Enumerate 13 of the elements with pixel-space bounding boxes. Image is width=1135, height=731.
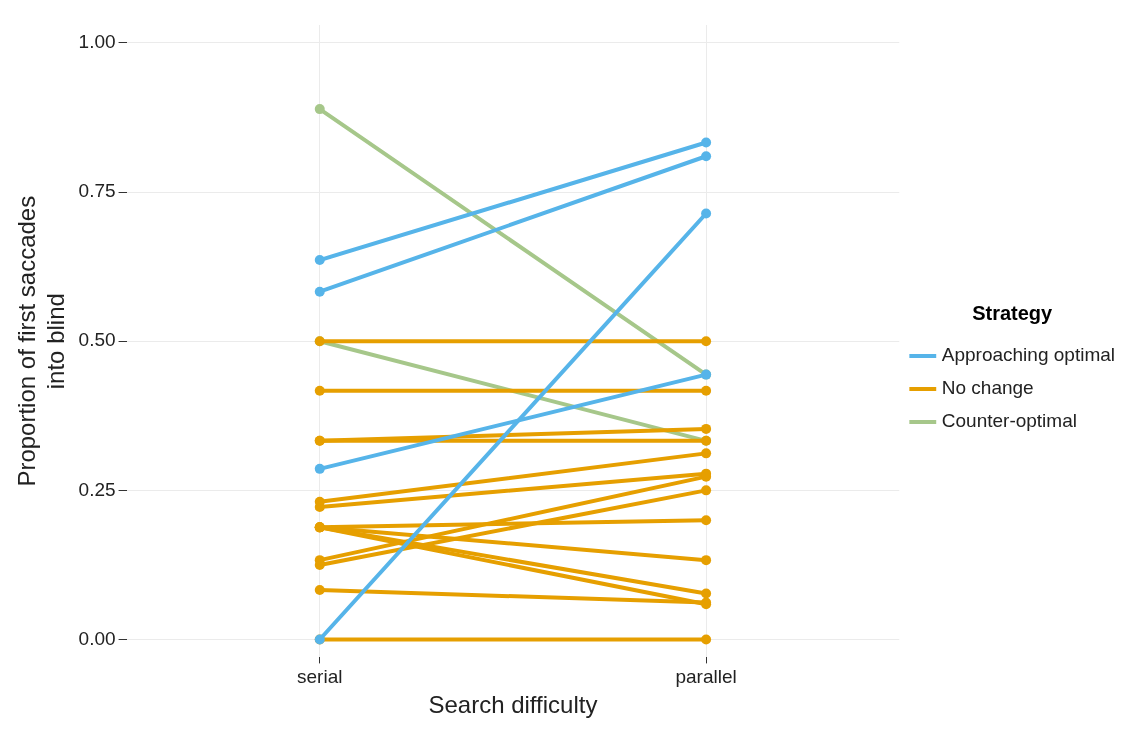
x-tick-label: serial xyxy=(297,666,343,688)
legend-label: Counter-optimal xyxy=(941,410,1077,432)
legend-title: Strategy xyxy=(972,302,1054,325)
y-tick-label: 0.75 xyxy=(78,180,116,202)
y-tick-label: 0.25 xyxy=(78,478,116,500)
y-tick-label: 1.00 xyxy=(78,31,116,53)
x-tick-label: parallel xyxy=(675,666,737,688)
x-axis-title: Search difficulty xyxy=(428,691,598,719)
y-tick-label: 0.00 xyxy=(78,627,116,649)
legend-label: Approaching optimal xyxy=(941,344,1115,366)
legend-label: No change xyxy=(941,377,1034,399)
y-axis-title: Proportion of first saccades into blind xyxy=(13,195,69,487)
y-tick-label: 0.50 xyxy=(78,329,116,351)
